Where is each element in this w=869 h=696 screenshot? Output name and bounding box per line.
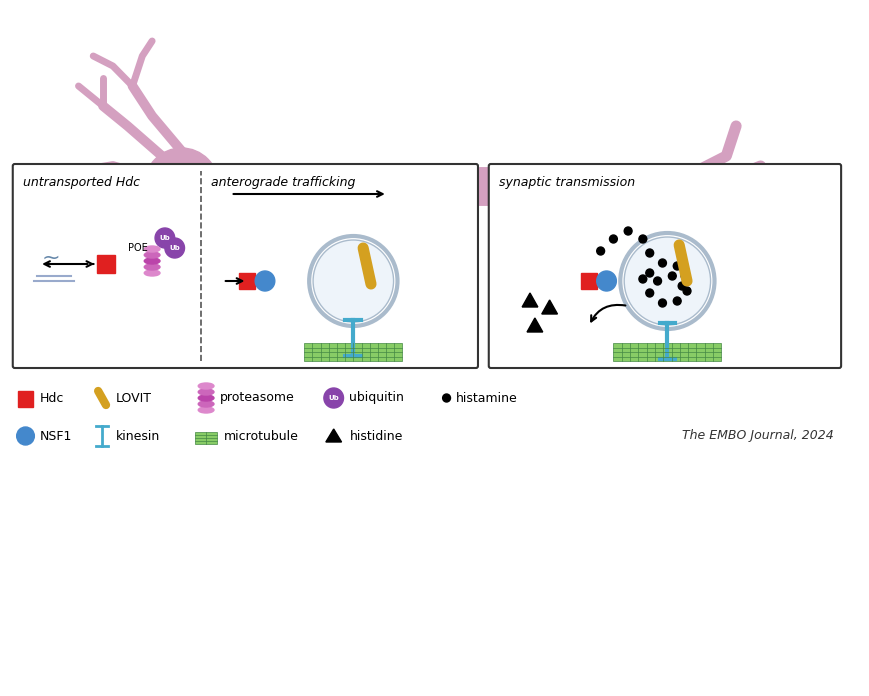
Ellipse shape (144, 246, 160, 252)
Circle shape (623, 237, 710, 325)
Circle shape (596, 271, 615, 291)
Ellipse shape (144, 264, 160, 270)
Ellipse shape (144, 252, 160, 258)
Circle shape (638, 235, 646, 243)
Ellipse shape (198, 383, 214, 389)
Text: ~: ~ (42, 248, 60, 268)
Polygon shape (326, 429, 342, 442)
Bar (304, 343, 402, 361)
FancyBboxPatch shape (13, 164, 477, 368)
Text: Ub: Ub (328, 395, 339, 401)
Bar (239, 273, 255, 289)
Text: POE: POE (128, 243, 147, 253)
Circle shape (667, 272, 675, 280)
Circle shape (609, 235, 617, 243)
Ellipse shape (198, 401, 214, 407)
Bar (661, 182, 675, 196)
Circle shape (645, 269, 653, 277)
Text: LOVIT: LOVIT (116, 391, 151, 404)
Polygon shape (541, 300, 557, 314)
Circle shape (678, 282, 686, 290)
Circle shape (653, 277, 660, 285)
Circle shape (673, 262, 680, 270)
Text: synaptic transmission: synaptic transmission (498, 176, 634, 189)
Ellipse shape (144, 270, 160, 276)
Circle shape (17, 427, 34, 445)
Circle shape (165, 238, 184, 258)
Circle shape (442, 394, 450, 402)
Text: kinesin: kinesin (116, 429, 160, 443)
Ellipse shape (198, 407, 214, 413)
Circle shape (645, 249, 653, 257)
FancyBboxPatch shape (488, 164, 840, 368)
Circle shape (638, 275, 646, 283)
Text: Ub: Ub (169, 245, 180, 251)
Circle shape (658, 299, 666, 307)
Circle shape (144, 148, 219, 224)
Circle shape (596, 247, 604, 255)
Circle shape (645, 289, 653, 297)
Bar (580, 273, 596, 289)
Text: histamine: histamine (454, 391, 516, 404)
Text: Ub: Ub (159, 235, 170, 241)
Ellipse shape (198, 389, 214, 395)
Circle shape (680, 272, 688, 280)
Text: The EMBO Journal, 2024: The EMBO Journal, 2024 (681, 429, 833, 443)
Circle shape (623, 227, 632, 235)
Bar (191, 192, 205, 206)
Ellipse shape (198, 395, 214, 401)
Ellipse shape (144, 258, 160, 264)
Text: anterograde trafficking: anterograde trafficking (211, 176, 355, 189)
Bar (613, 343, 720, 361)
Circle shape (169, 174, 193, 198)
Text: Hdc: Hdc (39, 391, 63, 404)
Text: NSF1: NSF1 (39, 429, 71, 443)
Circle shape (682, 287, 690, 295)
Bar (17, 391, 33, 407)
Text: untransported Hdc: untransported Hdc (23, 176, 139, 189)
Polygon shape (527, 318, 542, 332)
Text: proteasome: proteasome (220, 391, 295, 404)
Text: ubiquitin: ubiquitin (349, 391, 404, 404)
Circle shape (313, 240, 393, 322)
Circle shape (255, 271, 275, 291)
Text: microtubule: microtubule (223, 429, 298, 443)
Circle shape (323, 388, 343, 408)
Circle shape (658, 259, 666, 267)
Circle shape (673, 297, 680, 305)
Polygon shape (521, 293, 537, 307)
Bar (97, 255, 115, 273)
Circle shape (155, 228, 175, 248)
Bar (195, 432, 216, 444)
Text: histidine: histidine (349, 429, 402, 443)
